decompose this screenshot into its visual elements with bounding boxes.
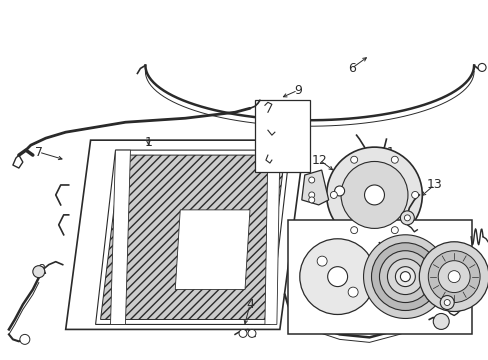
Circle shape xyxy=(326,147,422,243)
Circle shape xyxy=(350,227,357,234)
Text: 17: 17 xyxy=(452,221,468,234)
Circle shape xyxy=(386,259,423,294)
Text: 2: 2 xyxy=(367,188,375,202)
Polygon shape xyxy=(175,210,249,289)
Text: 3: 3 xyxy=(355,162,363,175)
Circle shape xyxy=(371,243,438,310)
Circle shape xyxy=(443,300,449,306)
Circle shape xyxy=(364,185,384,205)
Circle shape xyxy=(317,256,326,266)
Text: 12: 12 xyxy=(311,154,327,167)
Circle shape xyxy=(477,63,485,71)
Circle shape xyxy=(447,271,459,283)
Circle shape xyxy=(350,156,357,163)
Circle shape xyxy=(404,215,409,221)
Circle shape xyxy=(247,329,255,337)
Circle shape xyxy=(20,334,30,345)
Circle shape xyxy=(299,239,375,315)
Text: 16: 16 xyxy=(391,221,407,234)
Circle shape xyxy=(390,156,398,163)
Circle shape xyxy=(334,186,344,196)
Circle shape xyxy=(390,227,398,234)
Polygon shape xyxy=(110,150,130,324)
Polygon shape xyxy=(65,140,304,329)
Text: 5: 5 xyxy=(311,305,319,318)
Text: 6: 6 xyxy=(347,62,355,75)
Polygon shape xyxy=(301,170,328,205)
Circle shape xyxy=(411,192,418,198)
Text: 1: 1 xyxy=(144,136,152,149)
Circle shape xyxy=(239,329,246,337)
Circle shape xyxy=(363,235,447,319)
Polygon shape xyxy=(264,150,279,324)
Circle shape xyxy=(347,287,357,297)
Text: 15: 15 xyxy=(313,221,329,234)
Circle shape xyxy=(327,267,347,287)
Polygon shape xyxy=(101,155,285,319)
Text: 7: 7 xyxy=(35,145,43,159)
Circle shape xyxy=(439,296,453,310)
Text: 8: 8 xyxy=(37,263,45,276)
Circle shape xyxy=(437,261,469,293)
Circle shape xyxy=(379,251,430,302)
Bar xyxy=(254,100,309,172)
Circle shape xyxy=(400,211,413,225)
Text: 13: 13 xyxy=(426,179,441,192)
Circle shape xyxy=(308,197,314,203)
Text: 11: 11 xyxy=(379,145,394,159)
Circle shape xyxy=(400,272,409,282)
Text: 10: 10 xyxy=(296,112,312,125)
Circle shape xyxy=(308,177,314,183)
Text: 9: 9 xyxy=(293,84,301,97)
Text: 14: 14 xyxy=(351,218,366,231)
Text: 4: 4 xyxy=(245,298,253,311)
Circle shape xyxy=(395,267,414,287)
Circle shape xyxy=(419,242,488,311)
Circle shape xyxy=(340,162,407,228)
Circle shape xyxy=(427,251,479,302)
Circle shape xyxy=(432,314,448,329)
Text: 18: 18 xyxy=(458,271,474,284)
Circle shape xyxy=(308,192,314,198)
Bar xyxy=(287,220,471,334)
Circle shape xyxy=(330,192,337,198)
Circle shape xyxy=(33,266,45,278)
